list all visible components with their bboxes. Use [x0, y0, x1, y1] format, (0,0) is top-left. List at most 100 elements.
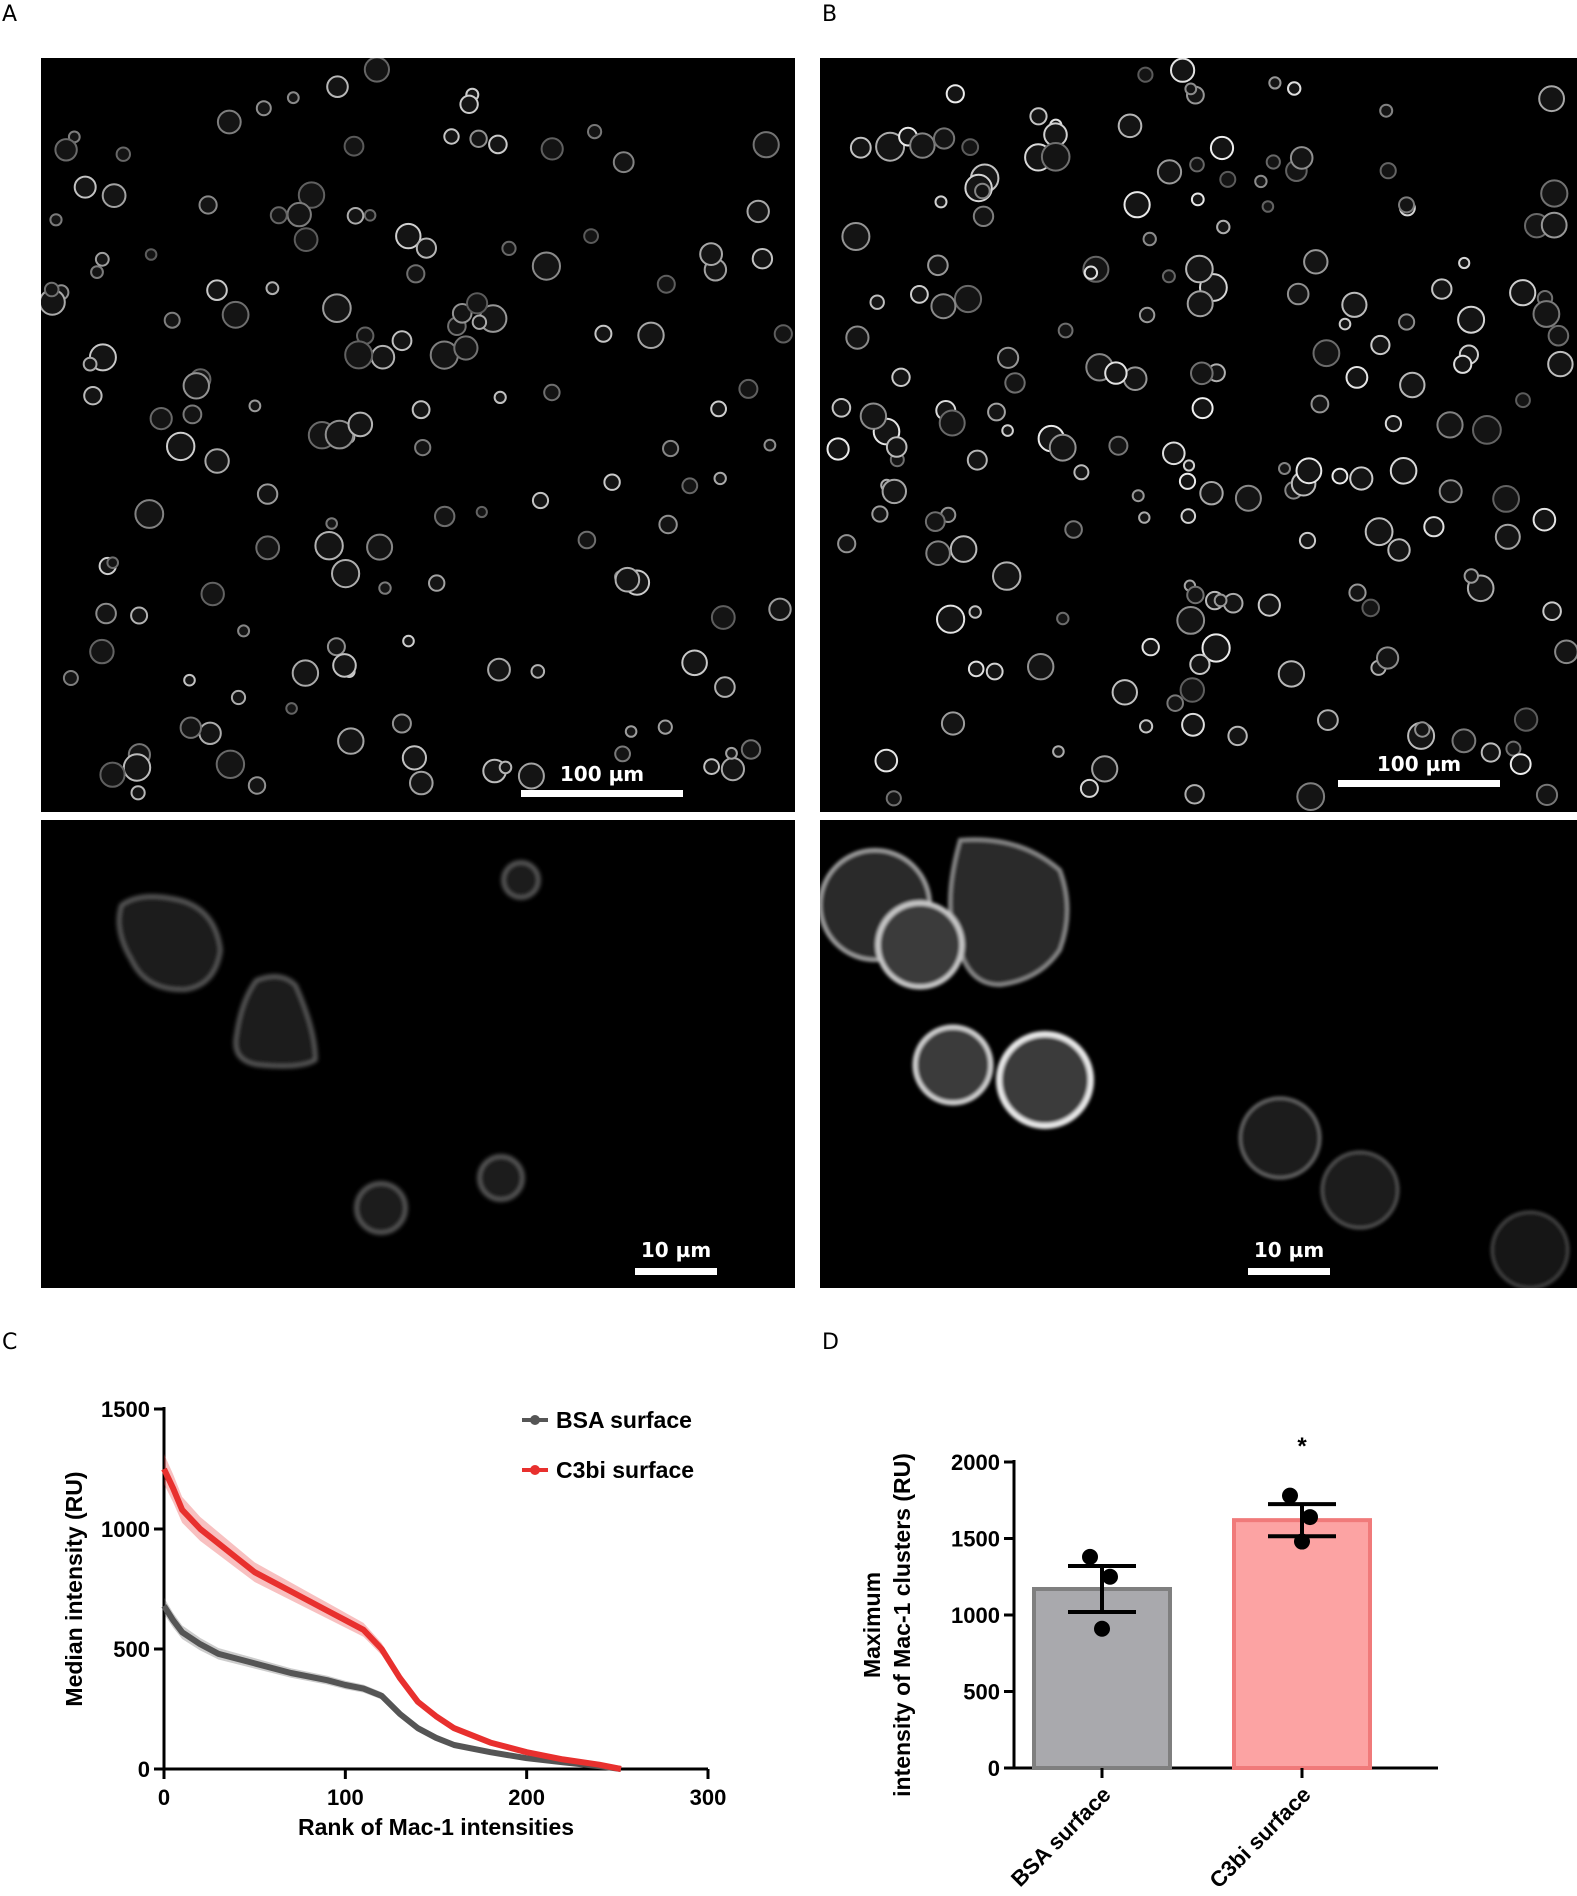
- cell: [1186, 585, 1205, 605]
- cell: [713, 471, 727, 486]
- cell: [1310, 394, 1330, 414]
- cell: [1234, 484, 1262, 512]
- cell: [826, 437, 850, 461]
- cell: [1216, 219, 1231, 235]
- cell: [1296, 782, 1326, 811]
- cell: [90, 265, 104, 280]
- cell: [493, 390, 507, 404]
- cell: [198, 721, 222, 745]
- cell: [163, 311, 181, 329]
- cell: [1141, 637, 1160, 657]
- cell: [488, 134, 508, 155]
- cell: [637, 321, 665, 349]
- cell: [583, 228, 599, 245]
- cell: [411, 400, 431, 420]
- cell: [179, 716, 203, 739]
- cell: [837, 534, 857, 554]
- cell: [1048, 433, 1077, 462]
- cell: [992, 561, 1022, 591]
- cell: [1547, 324, 1570, 347]
- cell: [763, 438, 777, 452]
- cell: [1535, 783, 1559, 807]
- cell: [1287, 81, 1302, 96]
- cell: [517, 762, 545, 790]
- cell: [182, 404, 203, 425]
- cell: [49, 213, 63, 227]
- cell: [89, 638, 115, 665]
- cell: [1179, 677, 1205, 703]
- cell: [1029, 107, 1048, 126]
- cell: [985, 662, 1004, 681]
- cell: [841, 222, 871, 251]
- chart-d-max-intensity: 0 500 1000 1500 2000 Maximum intensity of Mac-…: [859, 1433, 1438, 1893]
- x-category-label: C3bi surface: [1204, 1782, 1315, 1893]
- cell: [363, 209, 377, 222]
- cell: [1312, 339, 1341, 368]
- cell: [204, 448, 230, 474]
- micrograph-b-detail: 10 µm: [820, 820, 1577, 1288]
- cell: [909, 132, 936, 159]
- cell: [968, 605, 982, 619]
- cell: [930, 293, 957, 320]
- cell: [752, 131, 780, 159]
- cell: [1295, 457, 1323, 485]
- cell: [657, 719, 673, 735]
- y-axis-label-line2: intensity of Mac-1 clusters (RU): [889, 1453, 915, 1797]
- cell: [1139, 719, 1154, 734]
- cell: [256, 483, 279, 505]
- scale-bar-a-bottom: [635, 1268, 717, 1275]
- cell: [1554, 639, 1577, 665]
- cell: [1131, 489, 1145, 503]
- cell: [347, 411, 374, 438]
- cell: [1436, 411, 1464, 439]
- cell: [265, 281, 280, 296]
- cell: [1138, 306, 1156, 324]
- scale-label-b-bottom: 10 µm: [1253, 1238, 1325, 1262]
- cell: [987, 402, 1006, 422]
- cell: [1492, 485, 1520, 513]
- x-axis-label: Rank of Mac-1 intensities: [298, 1814, 574, 1840]
- cell: [934, 195, 948, 209]
- cell: [94, 251, 110, 267]
- cell: [54, 138, 78, 162]
- cell: [531, 251, 561, 281]
- cell: [344, 340, 374, 370]
- panel-letter-c: C: [2, 1330, 18, 1355]
- cell: [230, 689, 247, 706]
- cell: [624, 725, 638, 738]
- cell: [269, 206, 288, 225]
- cell: [966, 449, 988, 471]
- cell: [953, 284, 983, 314]
- panel-letter-d: D: [822, 1330, 839, 1355]
- cell: [1345, 366, 1369, 389]
- cell: [1431, 278, 1453, 300]
- cell: [99, 761, 126, 788]
- x-tick-label: 200: [508, 1785, 545, 1810]
- cell: [1538, 85, 1565, 113]
- cell: [255, 535, 281, 561]
- cell: [1079, 778, 1099, 798]
- cell: [531, 491, 550, 510]
- cell: [940, 711, 966, 736]
- data-point: [1302, 1509, 1318, 1526]
- x-tick-label: 100: [327, 1785, 364, 1810]
- cell: [1458, 256, 1471, 270]
- cell: [1123, 191, 1151, 219]
- cell: [1185, 254, 1214, 284]
- cell: [428, 574, 446, 592]
- cell: [1532, 507, 1557, 532]
- cell: [1414, 721, 1431, 738]
- cell: [122, 753, 152, 782]
- legend-marker: [530, 1415, 540, 1425]
- cell: [130, 606, 149, 625]
- cell: [614, 566, 641, 593]
- cell: [925, 540, 951, 567]
- cell: [1056, 611, 1070, 626]
- cell: [603, 473, 621, 491]
- cell: [332, 653, 357, 678]
- cell: [1001, 424, 1014, 437]
- cell-field-a: [41, 58, 793, 801]
- cell: [1376, 646, 1400, 670]
- cell: [286, 201, 312, 228]
- cell: [144, 248, 158, 261]
